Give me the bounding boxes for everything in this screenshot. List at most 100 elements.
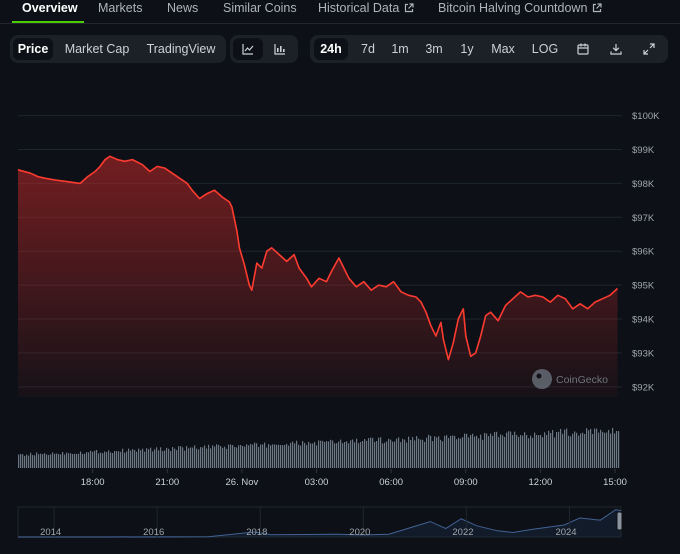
navigator-frame <box>17 506 622 538</box>
volume-bar <box>140 450 142 468</box>
volume-bar <box>312 443 314 468</box>
volume-bar <box>456 439 458 468</box>
volume-bar <box>82 453 84 468</box>
range-3m-button[interactable]: 3m <box>425 42 443 56</box>
volume-bar <box>618 431 620 468</box>
volume-bar <box>608 429 610 468</box>
price-chart[interactable]: $100K $99K $98K $97K $96K $95K $94K $93K $92K Co… <box>0 90 680 554</box>
volume-bar <box>34 455 36 468</box>
y-tick-label: $93K <box>632 348 655 359</box>
volume-bar <box>142 448 144 468</box>
volume-bar <box>512 435 514 468</box>
line-chart-button[interactable] <box>233 38 263 60</box>
volume-bar <box>210 448 212 468</box>
volume-bar <box>286 443 288 468</box>
log-scale-button[interactable]: LOG <box>531 42 559 56</box>
volume-bar <box>190 447 192 468</box>
volume-bar <box>18 454 20 468</box>
volume-bar <box>186 446 188 468</box>
volume-bar <box>430 435 432 468</box>
volume-bar <box>542 437 544 468</box>
tab-label: Similar Coins <box>223 1 297 15</box>
volume-bar <box>590 428 592 468</box>
volume-bar <box>536 435 538 468</box>
tab-markets[interactable]: Markets <box>98 0 142 22</box>
volume-bar <box>76 453 78 468</box>
volume-bar <box>598 432 600 468</box>
range-24h-button[interactable]: 24h <box>314 38 348 60</box>
navigator-handle[interactable] <box>616 511 623 531</box>
volume-bar <box>108 450 110 468</box>
range-1y-button[interactable]: 1y <box>460 42 474 56</box>
volume-bar <box>350 440 352 468</box>
download-button[interactable] <box>603 38 629 60</box>
navigator-tick-label: 2020 <box>349 527 370 538</box>
y-tick-label: $97K <box>632 213 655 224</box>
volume-bar <box>460 438 462 468</box>
range-1m-button[interactable]: 1m <box>391 42 409 56</box>
time-range-toggle: 24h 7d 1m 3m 1y Max LOG <box>310 35 668 63</box>
volume-bar <box>74 453 76 468</box>
price-button[interactable]: Price <box>13 38 53 60</box>
volume-bar <box>396 438 398 468</box>
volume-bar <box>20 454 22 468</box>
volume-bar <box>236 447 238 468</box>
volume-bar <box>544 432 546 468</box>
range-navigator[interactable]: 2014 2016 2018 2020 2022 2024 <box>17 506 623 538</box>
volume-bar <box>68 453 70 468</box>
volume-bar <box>100 452 102 468</box>
volume-bar <box>576 432 578 468</box>
x-tick-label: 06:00 <box>379 477 403 488</box>
tab-overview[interactable]: Overview <box>22 0 78 22</box>
volume-bar <box>496 431 498 468</box>
volume-bar <box>88 452 90 468</box>
volume-bar <box>398 437 400 468</box>
volume-bar <box>418 438 420 468</box>
range-max-button[interactable]: Max <box>491 42 515 56</box>
tab-historical-data[interactable]: Historical Data <box>318 0 414 22</box>
volume-bar <box>50 454 52 468</box>
volume-bar <box>102 453 104 468</box>
volume-bar <box>110 452 112 468</box>
volume-bar <box>288 445 290 468</box>
volume-bar <box>478 438 480 468</box>
volume-bar <box>450 435 452 468</box>
x-tick-label: 21:00 <box>155 477 179 488</box>
coingecko-logo-icon <box>532 369 552 389</box>
calendar-button[interactable] <box>570 38 596 60</box>
volume-bar <box>44 453 46 468</box>
volume-bar <box>392 441 394 468</box>
tab-bitcoin-halving-countdown[interactable]: Bitcoin Halving Countdown <box>438 0 602 22</box>
candlestick-chart-button[interactable] <box>265 38 295 60</box>
market-cap-button[interactable]: Market Cap <box>64 42 130 56</box>
external-link-icon <box>405 3 414 13</box>
fullscreen-button[interactable] <box>636 38 662 60</box>
volume-bar <box>344 442 346 468</box>
volume-bar <box>132 449 134 468</box>
volume-bar <box>454 435 456 468</box>
tab-label: Historical Data <box>318 1 400 15</box>
volume-bar <box>594 428 596 468</box>
volume-bar <box>226 448 228 468</box>
volume-bar <box>526 435 528 468</box>
tab-label: Overview <box>22 1 78 15</box>
volume-bar <box>276 444 278 468</box>
volume-bar <box>424 441 426 468</box>
volume-bar <box>290 442 292 468</box>
y-tick-label: $98K <box>632 179 655 190</box>
volume-bar <box>578 435 580 468</box>
volume-bar <box>384 442 386 468</box>
range-7d-button[interactable]: 7d <box>361 42 375 56</box>
volume-bar <box>600 429 602 468</box>
volume-bar <box>28 455 30 468</box>
volume-bar <box>382 443 384 468</box>
volume-bar <box>352 439 354 468</box>
tradingview-button[interactable]: TradingView <box>146 42 216 56</box>
volume-bar <box>612 427 614 468</box>
tab-similar-coins[interactable]: Similar Coins <box>223 0 297 22</box>
volume-bar <box>480 434 482 468</box>
volume-bar <box>402 438 404 468</box>
volume-bar <box>368 438 370 468</box>
tab-news[interactable]: News <box>167 0 198 22</box>
volume-bar <box>554 437 556 468</box>
